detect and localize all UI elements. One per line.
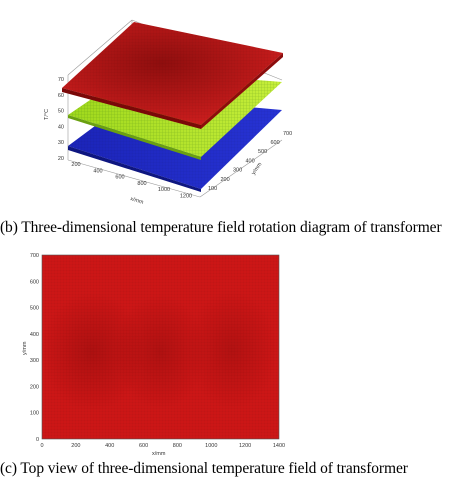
- x-axis-label: x/mm: [129, 196, 144, 206]
- caption-b: (b) Three-dimensional temperature field …: [0, 219, 442, 236]
- z-axis-label: T/°C: [44, 109, 50, 120]
- x-tick-label: 0: [40, 443, 43, 449]
- surface-3d-chart: 20 30 40 50 60 70 200 400 600 800 1000 1200 100 200…: [44, 19, 292, 206]
- red-layer: [62, 22, 283, 129]
- y-tick-label: 700: [283, 131, 292, 137]
- z-tick-label: 20: [58, 156, 64, 162]
- caption-c: (c) Top view of three-dimensional temper…: [0, 460, 408, 477]
- z-tick-labels: 20 30 40 50 60 70: [58, 77, 64, 162]
- heatmap-chart: 0 200 400 600 800 1000 1200 1400 0 100 200 300 400 5…: [22, 253, 285, 457]
- y-tick-label: 700: [30, 253, 39, 259]
- z-tick-label: 70: [58, 77, 64, 83]
- y-tick-label: 100: [30, 411, 39, 417]
- z-tick-label: 60: [58, 93, 64, 99]
- x-tick-label: 1200: [239, 443, 251, 449]
- y-axis-label: y/mm: [22, 341, 28, 355]
- x-tick-label: 200: [71, 443, 80, 449]
- x-tick-label: 800: [137, 181, 146, 187]
- x-tick-label: 1200: [180, 194, 192, 200]
- heatmap-mesh: [42, 255, 279, 439]
- z-tick-label: 40: [58, 124, 64, 130]
- y-tick-labels: 0 100 200 300 400 500 600 700: [30, 253, 39, 443]
- x-tick-label: 1000: [158, 187, 170, 193]
- x-tick-label: 1000: [205, 443, 217, 449]
- x-tick-label: 400: [105, 443, 114, 449]
- z-tick-label: 30: [58, 140, 64, 146]
- y-tick-label: 600: [30, 279, 39, 285]
- y-tick-label: 500: [258, 149, 267, 155]
- x-tick-labels: 200 400 600 800 1000 1200: [71, 162, 192, 200]
- y-tick-label: 200: [30, 384, 39, 390]
- x-tick-label: 600: [115, 175, 124, 181]
- x-tick-label: 1400: [273, 443, 285, 449]
- y-tick-label: 100: [208, 186, 217, 192]
- x-tick-label: 800: [173, 443, 182, 449]
- y-tick-label: 300: [30, 358, 39, 364]
- y-tick-label: 400: [30, 332, 39, 338]
- x-tick-label: 400: [93, 168, 102, 174]
- x-tick-labels: 0 200 400 600 800 1000 1200 1400: [40, 443, 285, 449]
- y-tick-label: 200: [221, 177, 230, 183]
- heatmap-frame: [41, 254, 280, 440]
- x-axis-label: x/mm: [152, 451, 166, 457]
- x-tick-label: 200: [71, 162, 80, 168]
- y-tick-label: 600: [271, 140, 280, 146]
- y-tick-label: 300: [233, 168, 242, 174]
- y-tick-label: 500: [30, 306, 39, 312]
- y-tick-label: 0: [36, 437, 39, 443]
- z-tick-label: 50: [58, 109, 64, 115]
- x-tick-label: 600: [139, 443, 148, 449]
- y-tick-label: 400: [246, 158, 255, 164]
